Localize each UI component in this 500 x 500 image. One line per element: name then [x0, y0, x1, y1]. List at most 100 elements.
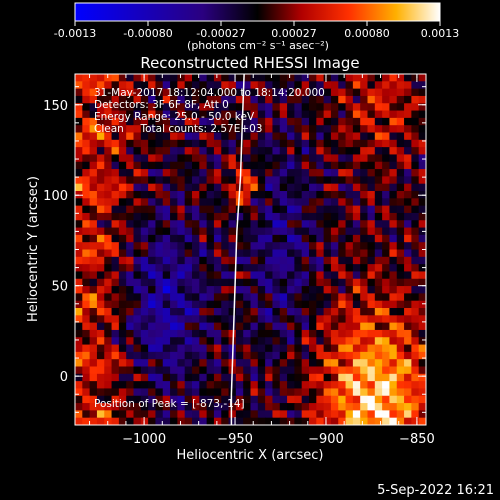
heatmap-cell [323, 322, 332, 331]
heatmap-cell [96, 205, 105, 214]
heatmap-cell [404, 81, 412, 90]
heatmap-cell [367, 81, 376, 90]
heatmap-cell [396, 373, 405, 382]
heatmap-cell [396, 337, 405, 346]
heatmap-cell [192, 417, 200, 425]
heatmap-cell [323, 395, 332, 404]
heatmap-cell [418, 74, 426, 82]
heatmap-cell [118, 417, 127, 425]
heatmap-cell [155, 329, 164, 338]
annotation-energy: Energy Range: 25.0 - 50.0 keV [94, 111, 255, 123]
heatmap-cell [170, 322, 178, 331]
heatmap-cell [89, 264, 98, 273]
heatmap-cell [221, 388, 230, 397]
heatmap-cell [140, 278, 149, 287]
heatmap-cell [192, 154, 200, 163]
heatmap-cell [396, 366, 405, 375]
heatmap-cell [96, 351, 105, 360]
heatmap-cell [389, 183, 398, 192]
colorbar-unit-label: (photons cm⁻² s⁻¹ asec⁻²) [187, 39, 329, 52]
heatmap-cell [89, 198, 98, 207]
heatmap-cell [294, 212, 303, 221]
heatmap-cell [140, 344, 149, 353]
heatmap-cell [294, 395, 303, 404]
heatmap-cell [323, 183, 332, 192]
heatmap-cell [338, 395, 347, 404]
heatmap-cell [206, 212, 215, 221]
heatmap-cell [148, 161, 157, 170]
heatmap-cell [279, 234, 288, 243]
heatmap-cell [265, 329, 274, 338]
heatmap-cell [367, 147, 376, 156]
heatmap-cell [294, 227, 303, 236]
heatmap-cell [367, 117, 376, 126]
heatmap-cell [323, 351, 332, 360]
heatmap-cell [257, 249, 266, 258]
heatmap-cell [148, 191, 157, 199]
heatmap-cell [309, 176, 317, 185]
heatmap-cell [243, 147, 252, 156]
heatmap-cell [411, 176, 420, 185]
heatmap-cell [213, 264, 222, 273]
heatmap-cell [89, 117, 98, 126]
heatmap-cell [396, 110, 405, 119]
heatmap-cell [162, 147, 171, 156]
heatmap-cell [265, 417, 274, 425]
heatmap-cell [140, 220, 149, 229]
heatmap-cell [294, 132, 303, 141]
heatmap-cell [118, 117, 127, 126]
heatmap-cell [301, 88, 310, 97]
heatmap-cell [323, 286, 332, 294]
heatmap-cell [352, 176, 361, 185]
heatmap-cell [96, 264, 105, 273]
heatmap-cell [418, 95, 426, 104]
heatmap-cell [309, 117, 317, 126]
heatmap-cell [243, 417, 252, 425]
heatmap-cell [118, 322, 127, 331]
heatmap-cell [184, 373, 193, 382]
heatmap-cell [170, 373, 178, 382]
heatmap-cell [330, 322, 339, 331]
heatmap-cell [206, 315, 215, 324]
heatmap-cell [257, 264, 266, 273]
heatmap-cell [170, 212, 178, 221]
heatmap-cell [118, 395, 127, 404]
heatmap-cell [309, 220, 317, 229]
heatmap-cell [330, 395, 339, 404]
heatmap-cell [418, 256, 426, 265]
heatmap-cell [155, 395, 164, 404]
heatmap-cell [140, 300, 149, 309]
heatmap-cell [272, 278, 281, 287]
heatmap-cell [374, 161, 383, 170]
heatmap-cell [404, 147, 412, 156]
heatmap-cell [133, 373, 142, 382]
heatmap-cell [374, 366, 383, 375]
heatmap-cell [221, 117, 230, 126]
heatmap-cell [82, 388, 91, 397]
heatmap-cell [199, 359, 208, 368]
heatmap-cell [382, 359, 391, 368]
heatmap-cell [184, 117, 193, 126]
heatmap-cell [279, 293, 288, 302]
heatmap-cell [96, 381, 105, 390]
heatmap-cell [184, 161, 193, 170]
heatmap-cell [279, 198, 288, 207]
heatmap-cell [330, 176, 339, 185]
heatmap-cell [140, 322, 149, 331]
heatmap-cell [272, 212, 281, 221]
heatmap-cell [133, 220, 142, 229]
heatmap-cell [287, 293, 295, 302]
heatmap-cell [192, 191, 200, 199]
heatmap-cell [345, 293, 354, 302]
heatmap-cell [75, 337, 83, 346]
heatmap-cell [287, 344, 295, 353]
heatmap-cell [118, 198, 127, 207]
heatmap-cell [316, 154, 325, 163]
heatmap-cell [279, 329, 288, 338]
heatmap-cell [265, 132, 274, 141]
heatmap-cell [148, 205, 157, 214]
heatmap-cell [206, 139, 215, 148]
heatmap-cell [345, 271, 354, 280]
heatmap-cell [213, 359, 222, 368]
heatmap-cell [206, 366, 215, 375]
